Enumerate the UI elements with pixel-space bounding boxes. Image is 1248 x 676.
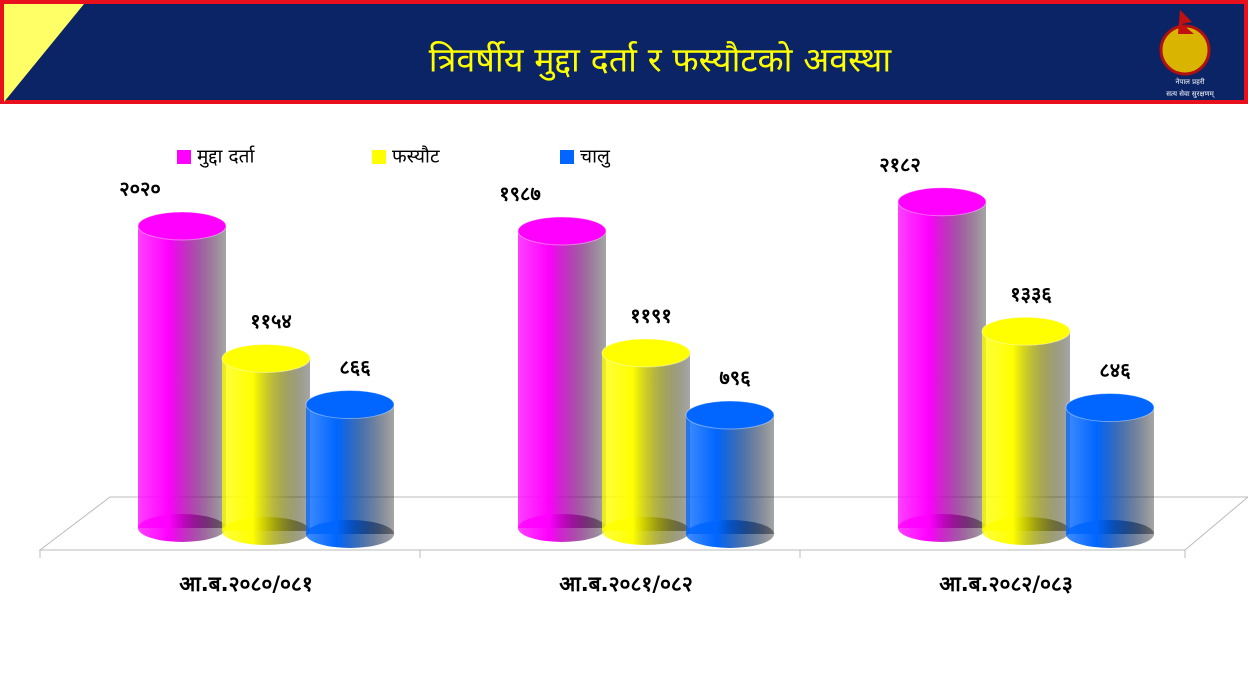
data-label: ११९१	[630, 303, 672, 327]
logo-top: नेपाल प्रहरी	[1175, 77, 1204, 86]
bar	[602, 352, 690, 531]
bar-top	[981, 316, 1071, 346]
logo-flag	[1178, 10, 1194, 34]
header-bar	[0, 0, 1248, 104]
legend-swatch	[560, 150, 574, 164]
data-label: ८६६	[339, 355, 371, 379]
legend-label: फस्यौट	[392, 145, 440, 168]
data-label: १९८७	[499, 181, 541, 205]
bar-top	[685, 400, 775, 430]
bar	[982, 331, 1070, 531]
logo: नेपाल प्रहरी सत्य सेवा सुरक्षणम्	[1159, 10, 1215, 98]
x-tick-label: आ.ब.२०८१/०८२	[559, 572, 693, 596]
header-accent	[4, 4, 84, 102]
bar-top	[897, 187, 987, 217]
legend-swatch	[372, 150, 386, 164]
x-tick-label: आ.ब.२०८०/०८१	[179, 572, 313, 596]
logo-bottom: सत्य सेवा सुरक्षणम्	[1166, 89, 1215, 98]
bar	[306, 404, 394, 534]
data-label: २०२०	[119, 177, 161, 201]
data-label: ८४६	[1099, 358, 1131, 382]
logo-emblem	[1159, 24, 1211, 76]
bar-top	[221, 343, 311, 373]
chart-title: त्रिवर्षीय मुद्दा दर्ता र फस्यौटको अवस्थ…	[429, 41, 893, 82]
bar	[518, 230, 606, 529]
data-label: ११५४	[250, 309, 292, 333]
legend-label: मुद्दा दर्ता	[197, 145, 255, 169]
bar	[686, 414, 774, 534]
bar-top	[1065, 393, 1155, 423]
bar-top	[517, 216, 607, 246]
bar	[222, 358, 310, 531]
bar-top	[137, 211, 227, 241]
bar	[1066, 407, 1154, 534]
bar	[898, 201, 986, 528]
data-label: ७९६	[719, 365, 751, 389]
bar-top	[601, 338, 691, 368]
data-label: १३३६	[1010, 282, 1052, 306]
bar	[138, 226, 226, 528]
x-tick-label: आ.ब.२०८२/०८३	[939, 572, 1073, 596]
legend-label: चालु	[580, 146, 611, 169]
legend-swatch	[177, 150, 191, 164]
bar-top	[305, 390, 395, 420]
data-label: २१८२	[879, 152, 921, 176]
